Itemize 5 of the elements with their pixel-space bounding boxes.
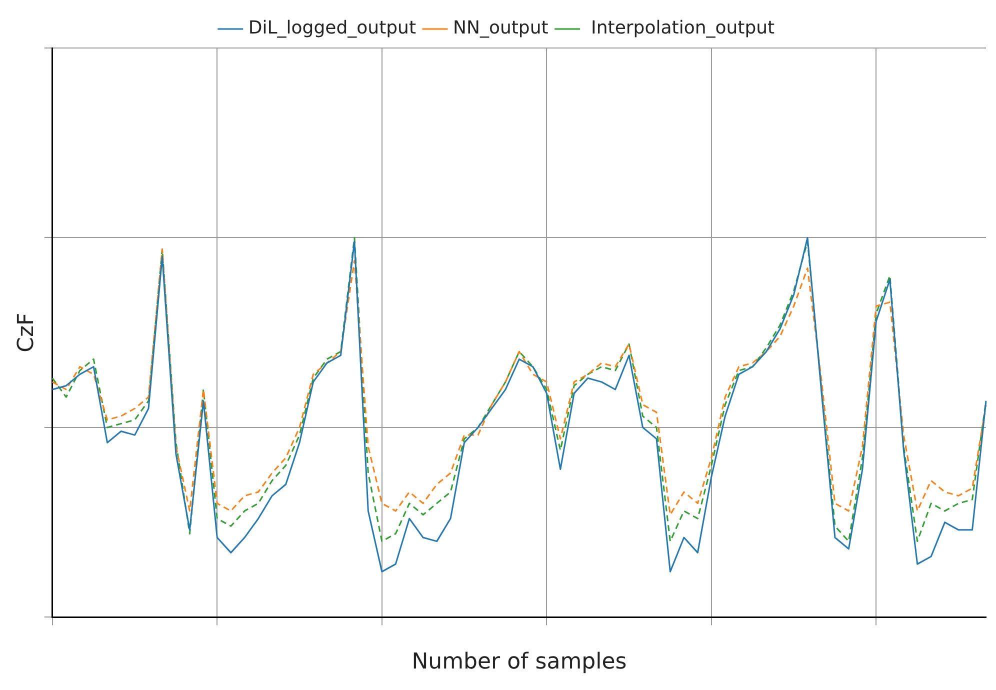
y-axis-title: CzF <box>14 312 39 352</box>
x-axis-title: Number of samples <box>412 650 627 675</box>
legend-label: NN_output <box>453 18 548 39</box>
legend-label: DiL_logged_output <box>248 18 416 39</box>
legend-label: Interpolation_output <box>585 18 775 39</box>
